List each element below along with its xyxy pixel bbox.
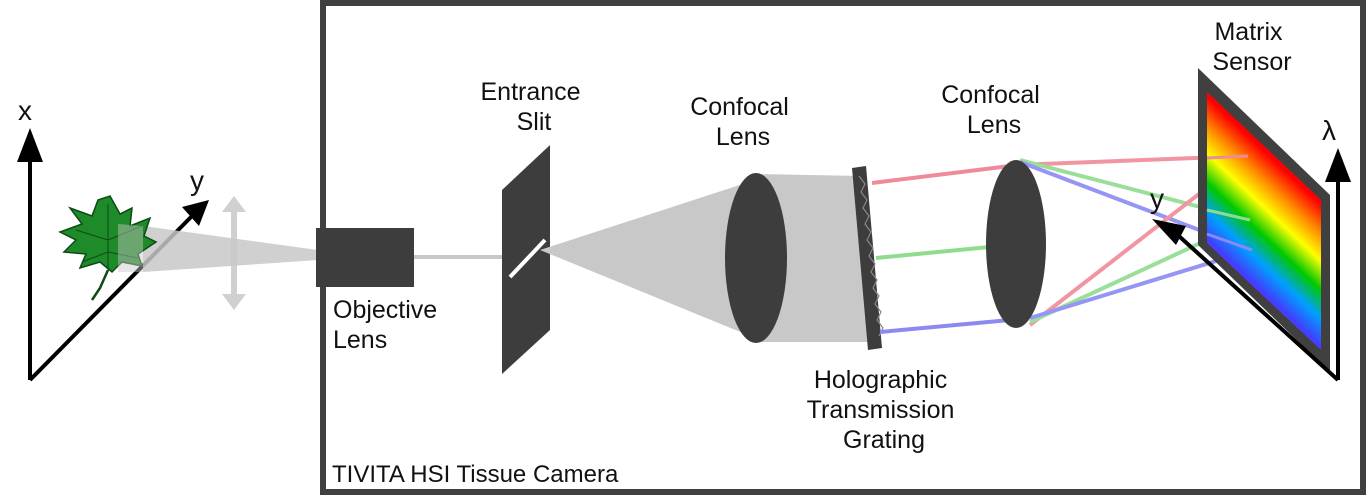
matrix-sensor <box>1198 68 1330 372</box>
red-ray-1 <box>871 164 1011 185</box>
x-arrow-icon <box>17 128 43 162</box>
scene-beam <box>143 226 318 272</box>
entrance-slit-label: Entrance Slit <box>480 78 587 136</box>
scene-axis-x: x <box>18 95 32 126</box>
sensor-y-arrow-icon <box>1152 219 1186 245</box>
objective-lens-label: Objective Lens <box>333 296 444 354</box>
leaf-icon <box>58 195 158 301</box>
y-arrow-icon <box>182 200 209 226</box>
sensor-axis-y: y <box>1150 183 1164 214</box>
confocal-lens-2-label: Confocal Lens <box>941 81 1047 139</box>
matrix-sensor-label: Matrix Sensor <box>1212 18 1291 76</box>
grating-label: Holographic Transmission Grating <box>807 366 962 454</box>
holographic-grating <box>852 166 884 350</box>
confocal-lens-1-label: Confocal Lens <box>690 93 796 151</box>
confocal-lens-2 <box>986 160 1046 328</box>
confocal-lens-1 <box>725 173 787 343</box>
sensor-axis-lambda: λ <box>1322 115 1336 146</box>
sensor-axes: λ y <box>1150 115 1351 382</box>
scan-direction-icon <box>222 196 246 310</box>
lambda-arrow-icon <box>1325 148 1351 182</box>
objective-lens <box>316 228 414 287</box>
collimated-beam <box>755 174 872 342</box>
scene-axis-y: y <box>190 165 204 196</box>
camera-title: TIVITA HSI Tissue Camera <box>332 461 619 488</box>
blue-ray-1 <box>879 318 1011 334</box>
diverging-beam <box>540 180 755 338</box>
slit-opening <box>508 238 547 279</box>
